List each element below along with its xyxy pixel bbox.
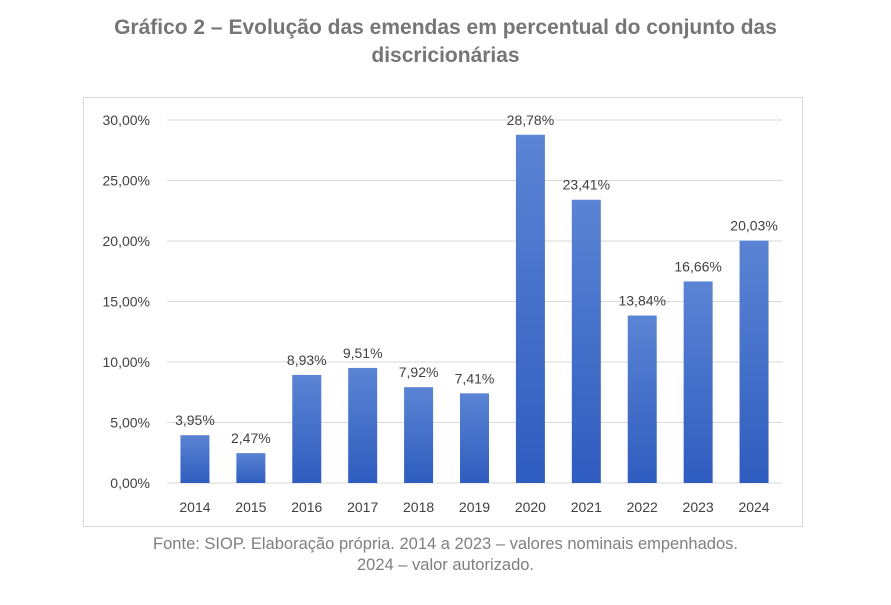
y-tick-label: 0,00%	[110, 475, 150, 491]
chart-title-line-1: Gráfico 2 – Evolução das emendas em perc…	[114, 16, 777, 39]
bar-2024	[739, 240, 769, 483]
bar-2018	[404, 387, 434, 483]
data-label-2024: 20,03%	[730, 218, 777, 234]
x-axis-tick-labels: 2014 2015 2016 2017 2018 2019 2020 2021 2022 2023…	[179, 499, 769, 515]
bar-2021	[571, 199, 601, 483]
x-tick-label-2020: 2020	[515, 499, 546, 515]
bar-2019	[460, 393, 489, 483]
data-label-2015: 2,47%	[231, 430, 271, 446]
x-tick-label-2016: 2016	[291, 499, 322, 515]
data-labels: 3,95% 2,47% 8,93% 9,51% 7,92% 7,41% 28,78% 23,4…	[175, 112, 778, 446]
data-label-2020: 28,78%	[507, 112, 554, 128]
x-tick-label-2017: 2017	[347, 499, 378, 515]
x-tick-label-2022: 2022	[627, 499, 658, 515]
bar-2022	[627, 315, 657, 483]
chart-title-line-2: discricionárias	[371, 44, 520, 67]
x-tick-label-2021: 2021	[571, 499, 602, 515]
x-tick-label-2024: 2024	[738, 499, 769, 515]
bar-2014	[180, 435, 210, 483]
source-note-line-1: Fonte: SIOP. Elaboração própria. 2014 a …	[153, 535, 738, 553]
source-note: Fonte: SIOP. Elaboração própria. 2014 a …	[0, 534, 891, 576]
y-tick-label: 20,00%	[103, 233, 150, 249]
data-label-2017: 9,51%	[343, 345, 383, 361]
y-axis-tick-labels: 0,00% 5,00% 10,00% 15,00% 20,00% 25,00% 30,00%	[103, 112, 150, 491]
bars	[180, 134, 769, 483]
data-label-2018: 7,92%	[399, 364, 439, 380]
bar-2017	[348, 367, 378, 483]
data-label-2014: 3,95%	[175, 412, 215, 428]
x-tick-label-2023: 2023	[683, 499, 714, 515]
x-tick-label-2015: 2015	[235, 499, 266, 515]
data-label-2016: 8,93%	[287, 352, 327, 368]
x-tick-label-2014: 2014	[179, 499, 210, 515]
x-tick-label-2019: 2019	[459, 499, 490, 515]
y-tick-label: 5,00%	[110, 415, 150, 431]
bar-2023	[683, 281, 713, 483]
x-tick-label-2018: 2018	[403, 499, 434, 515]
y-tick-label: 25,00%	[103, 173, 150, 189]
data-label-2022: 13,84%	[618, 293, 665, 309]
grid-lines	[167, 119, 782, 484]
data-label-2023: 16,66%	[674, 258, 721, 274]
chart-title: Gráfico 2 – Evolução das emendas em perc…	[0, 14, 891, 70]
bar-2020	[515, 134, 545, 483]
bar-2016	[292, 374, 322, 483]
source-note-line-2: 2024 – valor autorizado.	[356, 556, 535, 574]
y-tick-label: 10,00%	[103, 354, 150, 370]
data-label-2021: 23,41%	[563, 177, 610, 193]
bar-2015	[236, 453, 266, 483]
y-tick-label: 30,00%	[103, 112, 150, 128]
data-label-2019: 7,41%	[455, 370, 495, 386]
y-tick-label: 15,00%	[103, 294, 150, 310]
